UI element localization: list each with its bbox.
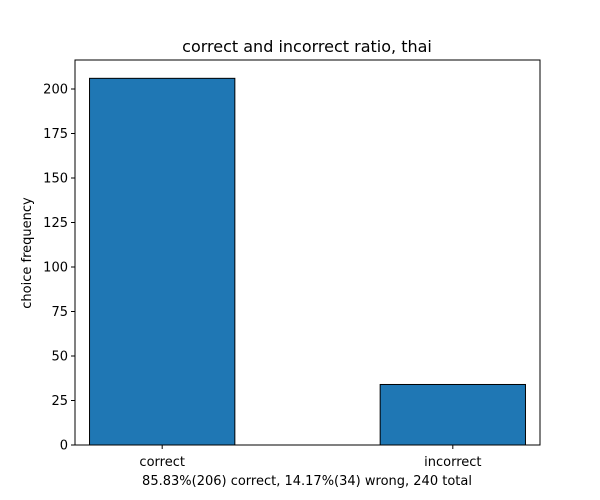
x-tick-label: incorrect [424, 455, 481, 470]
y-tick-label: 25 [51, 394, 68, 409]
x-axis-label: 85.83%(206) correct, 14.17%(34) wrong, 2… [142, 474, 472, 489]
y-tick-label: 0 [60, 439, 68, 454]
chart-title: correct and incorrect ratio, thai [182, 37, 432, 56]
y-tick-label: 75 [51, 305, 68, 320]
y-axis-label: choice frequency [20, 197, 35, 309]
plot-frame [74, 59, 541, 446]
x-ticks-group: correct incorrect [139, 445, 482, 470]
y-tick-label: 100 [43, 261, 68, 276]
y-tick-label: 125 [43, 216, 68, 231]
y-tick-label: 150 [43, 172, 68, 187]
x-tick-label: correct [139, 455, 185, 470]
bar-incorrect [379, 383, 526, 446]
bar-correct [89, 77, 236, 446]
bars-group [89, 77, 526, 446]
y-tick-label: 175 [43, 127, 68, 142]
y-tick-label: 200 [43, 83, 68, 98]
y-ticks-group: 0 25 50 75 100 125 150 175 200 [43, 83, 75, 454]
y-tick-label: 50 [51, 350, 68, 365]
